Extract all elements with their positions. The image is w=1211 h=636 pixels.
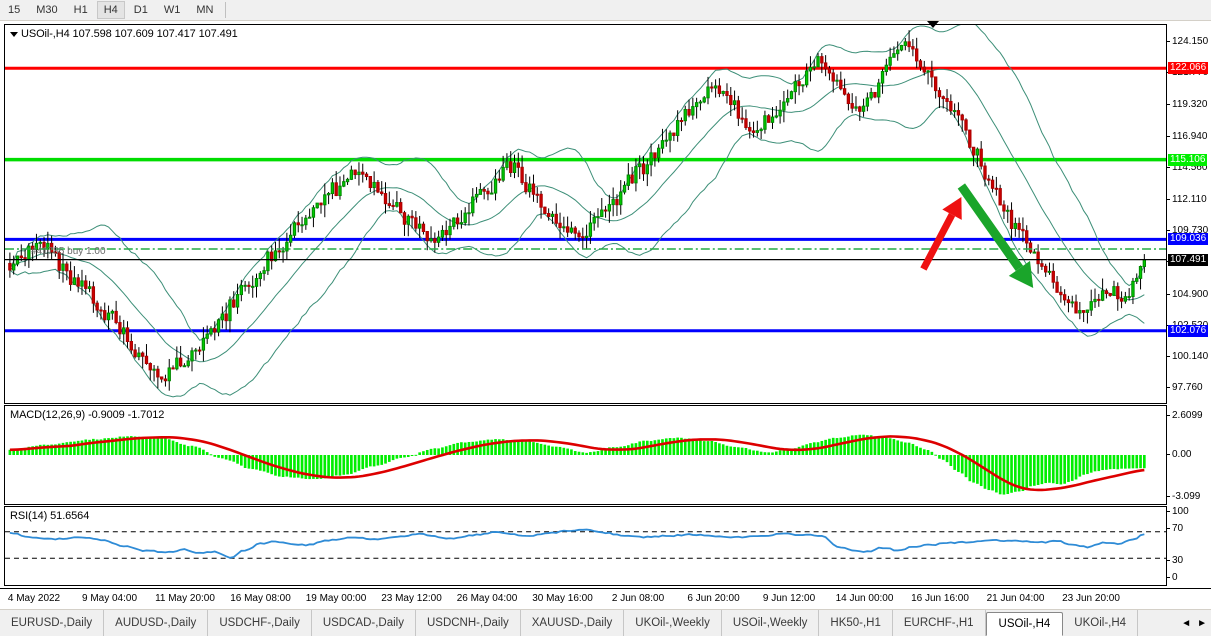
chart-tab-audusd-daily[interactable]: AUDUSD-,Daily bbox=[104, 610, 209, 636]
chart-tab-usdcad-daily[interactable]: USDCAD-,Daily bbox=[312, 610, 416, 636]
chart-tab-eurusd-daily[interactable]: EURUSD-,Daily bbox=[0, 610, 105, 636]
rsi-chart-canvas bbox=[5, 528, 1166, 559]
timeframe-button-m30[interactable]: M30 bbox=[36, 4, 58, 16]
chart-tab-usdchf-daily[interactable]: USDCHF-,Daily bbox=[208, 610, 312, 636]
chart-tab-usoil-weekly[interactable]: USOil-,Weekly bbox=[722, 610, 820, 636]
price-tick: 124.150 bbox=[1167, 36, 1208, 47]
price-tick: 112.110 bbox=[1167, 194, 1207, 205]
price-level-badge[interactable]: 107.491 bbox=[1168, 253, 1209, 266]
chart-tab-ukoil-h4[interactable]: UKOil-,H4 bbox=[1063, 610, 1139, 636]
timeframe-button-w1[interactable]: W1 bbox=[163, 4, 181, 16]
macd-tick: -3.099 bbox=[1167, 491, 1200, 502]
price-pane-label-text: USOil-,H4 107.598 107.609 107.417 107.49… bbox=[21, 28, 238, 40]
time-axis-label: 21 Jun 04:00 bbox=[986, 593, 1045, 604]
timeframe-button-m15[interactable]: 15 bbox=[8, 4, 21, 16]
bearish-arrow[interactable] bbox=[957, 183, 1034, 288]
rsi-tick: 0 bbox=[1167, 572, 1178, 583]
chart-position-marker-icon bbox=[927, 21, 939, 28]
scroll-left-icon[interactable]: ◄ bbox=[1181, 617, 1192, 629]
price-tick: 114.560 bbox=[1167, 162, 1207, 173]
price-level-badge[interactable]: 102.076 bbox=[1168, 324, 1209, 337]
time-axis-label: 14 Jun 00:00 bbox=[835, 593, 894, 604]
price-chart-canvas bbox=[5, 25, 1166, 398]
time-axis-label: 11 May 20:00 bbox=[155, 593, 215, 604]
rsi-tick: 30 bbox=[1167, 555, 1183, 566]
time-axis[interactable]: 4 May 2022 9 May 04:00 11 May 20:00 16 May … bbox=[0, 588, 1211, 609]
chevron-down-icon[interactable] bbox=[10, 31, 18, 37]
scroll-right-icon[interactable]: ► bbox=[1197, 617, 1207, 629]
macd-chart-canvas bbox=[8, 434, 1146, 495]
price-tick: 97.760 bbox=[1167, 382, 1203, 393]
macd-pane-label: MACD(12,26,9) -0.9009 -1.7012 bbox=[10, 409, 165, 421]
timeframe-button-d1[interactable]: D1 bbox=[133, 4, 148, 16]
time-axis-label: 23 Jun 20:00 bbox=[1062, 593, 1120, 604]
price-scale-axis[interactable]: 124.150121.770119.320116.940114.560112.1… bbox=[1167, 21, 1211, 609]
time-axis-label: 2 Jun 08:00 bbox=[611, 593, 665, 604]
price-tick: 109.730 bbox=[1167, 225, 1208, 236]
price-tick: 104.900 bbox=[1167, 289, 1208, 300]
macd-tick: 2.6099 bbox=[1167, 410, 1203, 421]
price-level-badge[interactable]: 115.106 bbox=[1168, 153, 1208, 166]
time-axis-label: 30 May 16:00 bbox=[532, 593, 593, 604]
price-tick: 119.320 bbox=[1167, 99, 1207, 110]
toolbar-divider bbox=[225, 2, 227, 18]
timeframe-button-h1[interactable]: H1 bbox=[73, 4, 88, 16]
rsi-pane-label: RSI(14) 51.6564 bbox=[10, 510, 90, 522]
chart-tab-usdcnh-daily[interactable]: USDCNH-,Daily bbox=[416, 610, 521, 636]
chart-tab-hk50-h1[interactable]: HK50-,H1 bbox=[819, 610, 893, 636]
time-axis-label: 26 May 04:00 bbox=[456, 593, 518, 604]
time-axis-label: 9 May 04:00 bbox=[81, 593, 138, 604]
rsi-pane[interactable]: RSI(14) 51.6564 bbox=[4, 506, 1167, 586]
macd-pane[interactable]: MACD(12,26,9) -0.9009 -1.7012 bbox=[4, 405, 1167, 505]
time-axis-label: 19 May 00:00 bbox=[305, 593, 367, 604]
timeframe-button-mn[interactable]: MN bbox=[196, 4, 214, 16]
chart-tab-eurchf-h1[interactable]: EURCHF-,H1 bbox=[893, 610, 986, 636]
time-axis-label: 4 May 2022 bbox=[7, 593, 61, 604]
time-axis-label: 23 May 12:00 bbox=[381, 593, 442, 604]
time-axis-label: 9 Jun 12:00 bbox=[762, 593, 816, 604]
timeframe-toolbar: 15 M30 H1 H4 D1 W1 MN bbox=[0, 0, 1211, 21]
time-axis-label: 6 Jun 20:00 bbox=[687, 593, 740, 604]
price-pane-label: USOil-,H4 107.598 107.609 107.417 107.49… bbox=[10, 28, 238, 40]
chart-tab-bar: EURUSD-,Daily AUDUSD-,Daily USDCHF-,Daily U… bbox=[0, 609, 1211, 636]
chart-tab-ukoil-weekly[interactable]: UKOil-,Weekly bbox=[624, 610, 722, 636]
time-axis-label: 16 May 08:00 bbox=[230, 593, 291, 604]
chart-tab-usoil-h4[interactable]: USOil-,H4 bbox=[985, 612, 1064, 636]
timeframe-button-h4[interactable]: H4 bbox=[96, 1, 125, 19]
price-level-badge[interactable]: 109.036 bbox=[1168, 233, 1209, 246]
price-pane[interactable]: USOil-,H4 107.598 107.609 107.417 107.49… bbox=[4, 24, 1167, 404]
chart-tab-xauusd-daily[interactable]: XAUUSD-,Daily bbox=[521, 610, 625, 636]
tab-scroll-controls: ◄ ► bbox=[1177, 610, 1211, 636]
chart-area[interactable]: USOil-,H4 107.598 107.609 107.417 107.49… bbox=[0, 21, 1211, 609]
macd-tick: 0.00 bbox=[1167, 449, 1191, 460]
price-tick: 100.140 bbox=[1167, 351, 1208, 362]
bullish-arrow[interactable] bbox=[920, 197, 962, 271]
price-level-badge[interactable]: 122.066 bbox=[1168, 62, 1209, 75]
rsi-tick: 70 bbox=[1167, 523, 1183, 534]
time-axis-label: 16 Jun 16:00 bbox=[911, 593, 969, 604]
price-tick: 116.940 bbox=[1167, 131, 1207, 142]
rsi-tick: 100 bbox=[1167, 506, 1189, 517]
